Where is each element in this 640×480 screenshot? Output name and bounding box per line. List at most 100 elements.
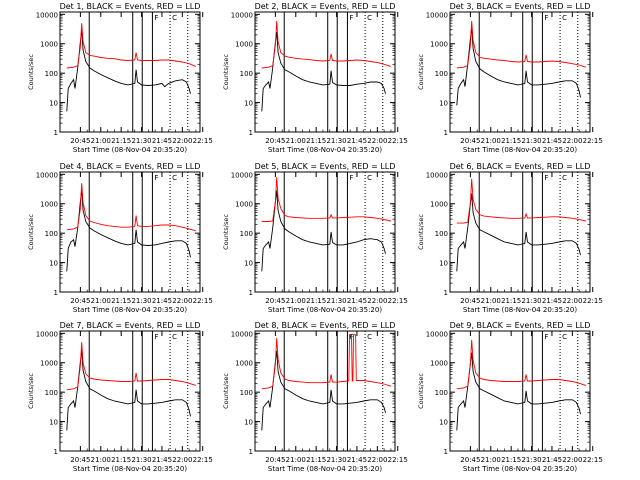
- x-axis-label: Start Time (08-Nov-04 20:35:20): [463, 465, 577, 473]
- marker-label-c: C: [172, 174, 177, 182]
- x-tick-label: 22:15: [193, 456, 213, 464]
- panel-title: Det 9, BLACK = Events, RED = LLD: [450, 321, 591, 330]
- x-tick-label: 22:00: [562, 456, 582, 464]
- y-tick-label: 100: [435, 230, 448, 238]
- plot-frame: [254, 171, 396, 293]
- y-tick-label: 1: [249, 129, 253, 137]
- y-tick-label: 1: [54, 129, 58, 137]
- y-tick-label: 10: [439, 419, 448, 427]
- marker-label-f: F: [154, 333, 158, 341]
- x-tick-label: 22:15: [388, 456, 408, 464]
- x-tick-label: 21:45: [542, 297, 562, 305]
- x-tick-label: 21:30: [326, 456, 346, 464]
- x-tick-label: 21:00: [481, 137, 501, 145]
- x-tick-label: 21:45: [347, 137, 367, 145]
- detector-panel-1: Det 1, BLACK = Events, RED = LLD F C 1 10 100…: [27, 2, 213, 154]
- y-tick-label: 100: [45, 230, 58, 238]
- marker-label-f: F: [349, 14, 353, 22]
- x-tick-label: 21:30: [131, 297, 151, 305]
- y-tick-label: 10000: [36, 171, 58, 179]
- marker-label-c: C: [562, 14, 567, 22]
- y-tick-label: 1000: [235, 41, 253, 49]
- detector-panel-5: Det 5, BLACK = Events, RED = LLD F C 1 10 100…: [222, 162, 408, 314]
- detector-panel-2: Det 2, BLACK = Events, RED = LLD F C 1 10 100…: [222, 2, 408, 154]
- y-tick-label: 100: [45, 389, 58, 397]
- x-tick-label: 21:15: [306, 456, 326, 464]
- x-axis-label: Start Time (08-Nov-04 20:35:20): [268, 306, 382, 314]
- marker-label-f: F: [544, 14, 548, 22]
- y-tick-label: 10: [244, 260, 253, 268]
- x-tick-label: 21:45: [347, 297, 367, 305]
- marker-label-c: C: [172, 333, 177, 341]
- plot-frame: [254, 330, 396, 452]
- y-axis-label: Counts/sec: [27, 214, 35, 250]
- x-tick-label: 22:00: [172, 137, 192, 145]
- y-tick-label: 10000: [231, 171, 253, 179]
- x-tick-label: 21:15: [501, 456, 521, 464]
- x-tick-label: 21:15: [306, 297, 326, 305]
- y-axis-label: Counts/sec: [222, 214, 230, 250]
- y-tick-label: 1: [249, 289, 253, 297]
- marker-label-f: F: [154, 174, 158, 182]
- y-tick-label: 1000: [430, 41, 448, 49]
- x-tick-label: 22:00: [172, 456, 192, 464]
- panel-title: Det 5, BLACK = Events, RED = LLD: [255, 162, 396, 171]
- y-tick-label: 10000: [36, 11, 58, 19]
- y-tick-label: 100: [435, 389, 448, 397]
- x-tick-label: 20:45: [265, 456, 285, 464]
- x-tick-label: 21:00: [91, 137, 111, 145]
- x-tick-label: 21:30: [131, 456, 151, 464]
- lld-series-line: [261, 334, 392, 390]
- y-tick-label: 10000: [426, 171, 448, 179]
- x-axis-label: Start Time (08-Nov-04 20:35:20): [463, 146, 577, 154]
- x-tick-label: 21:00: [91, 456, 111, 464]
- x-tick-label: 21:45: [152, 137, 172, 145]
- y-tick-label: 10000: [231, 330, 253, 338]
- events-series-line: [66, 189, 191, 272]
- plot-frame: [254, 11, 396, 133]
- y-tick-label: 100: [240, 389, 253, 397]
- x-tick-label: 22:15: [583, 456, 603, 464]
- x-tick-label: 22:15: [388, 137, 408, 145]
- x-tick-label: 21:30: [131, 137, 151, 145]
- y-axis-label: Counts/sec: [27, 54, 35, 90]
- x-tick-label: 21:30: [521, 297, 541, 305]
- x-tick-label: 20:45: [265, 137, 285, 145]
- marker-label-c: C: [172, 14, 177, 22]
- marker-label-f: F: [544, 333, 548, 341]
- y-tick-label: 1: [444, 448, 448, 456]
- x-tick-label: 21:00: [286, 137, 306, 145]
- x-axis-label: Start Time (08-Nov-04 20:35:20): [73, 146, 187, 154]
- lld-series-line: [456, 178, 586, 224]
- y-tick-label: 1: [444, 129, 448, 137]
- y-tick-label: 10000: [36, 330, 58, 338]
- x-tick-label: 21:00: [286, 297, 306, 305]
- y-axis-label: Counts/sec: [222, 373, 230, 409]
- lld-series-line: [456, 339, 587, 390]
- x-axis-label: Start Time (08-Nov-04 20:35:20): [268, 146, 382, 154]
- plot-frame: [449, 171, 591, 293]
- y-tick-label: 1000: [40, 360, 58, 368]
- x-tick-label: 22:00: [367, 297, 387, 305]
- y-tick-label: 1000: [430, 360, 448, 368]
- lld-series-line: [66, 183, 197, 232]
- x-tick-label: 21:45: [347, 456, 367, 464]
- lld-series-line: [66, 342, 197, 391]
- events-series-line: [456, 193, 581, 272]
- lld-series-line: [261, 177, 391, 222]
- plot-frame: [449, 11, 591, 133]
- y-tick-label: 1: [54, 448, 58, 456]
- plot-frame: [59, 171, 201, 293]
- panel-title: Det 3, BLACK = Events, RED = LLD: [450, 2, 591, 11]
- x-tick-label: 22:00: [562, 137, 582, 145]
- x-tick-label: 21:15: [111, 297, 131, 305]
- y-tick-label: 100: [435, 70, 448, 78]
- marker-label-c: C: [367, 174, 372, 182]
- x-tick-label: 21:15: [501, 137, 521, 145]
- x-tick-label: 21:30: [521, 456, 541, 464]
- x-tick-label: 22:00: [172, 297, 192, 305]
- events-series-line: [261, 350, 386, 431]
- y-tick-label: 10: [439, 100, 448, 108]
